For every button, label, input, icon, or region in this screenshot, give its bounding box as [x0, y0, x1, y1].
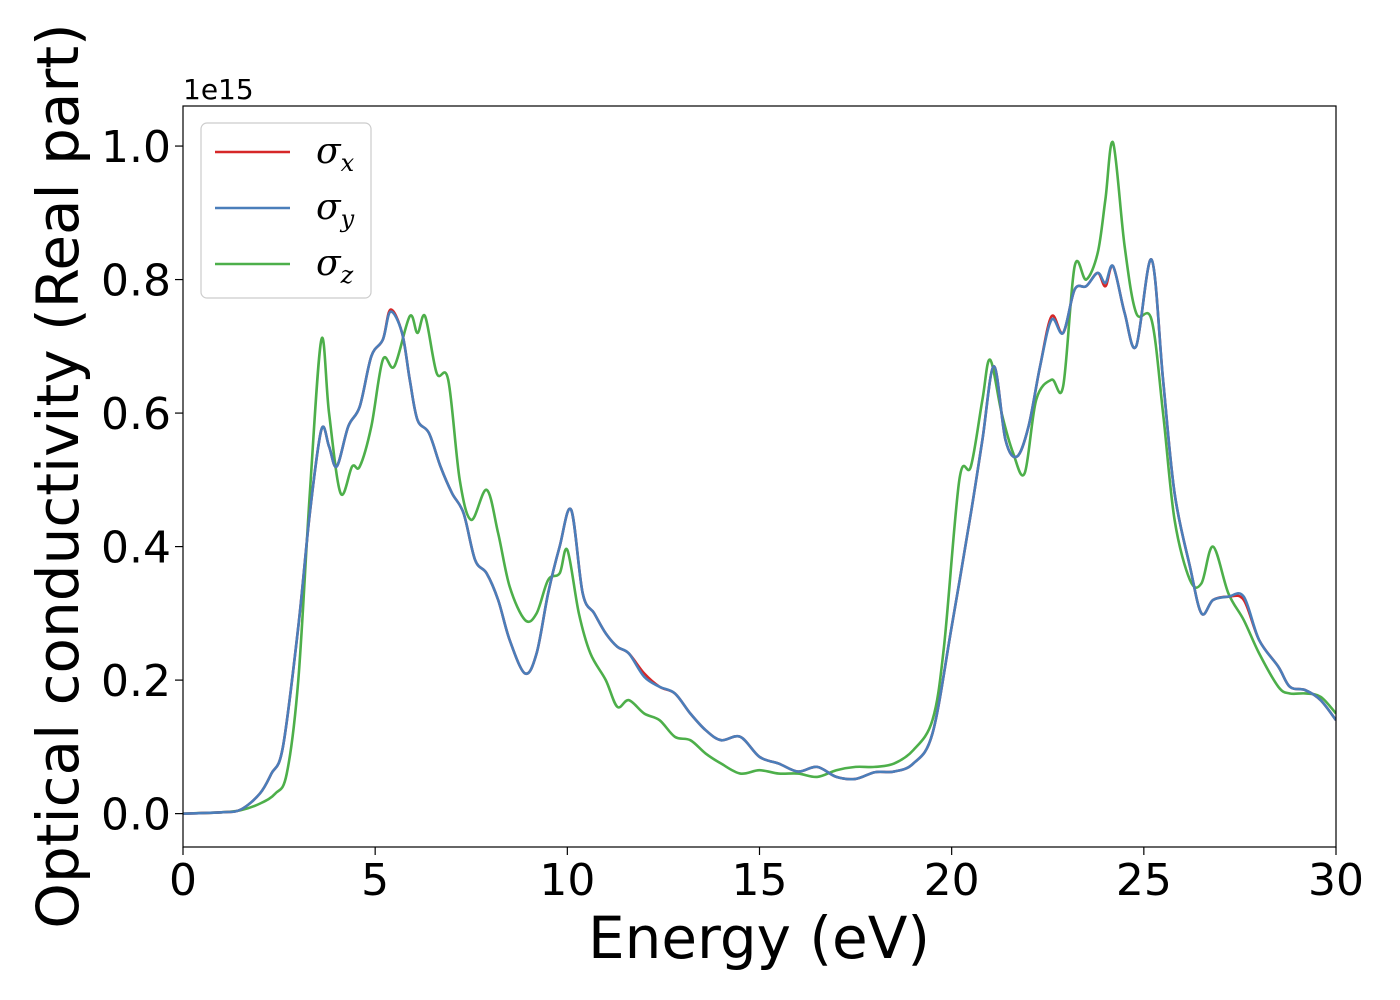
- series-line-y: [183, 258, 1336, 815]
- y-tick-label: 0.2: [101, 656, 171, 707]
- y-tick-label: 0.4: [101, 523, 171, 574]
- y-offset-label: 1e15: [183, 73, 254, 106]
- series-layer: [183, 140, 1336, 815]
- x-tick-label: 20: [924, 855, 980, 906]
- legend-box: [200, 122, 372, 299]
- x-tick-label: 10: [539, 855, 595, 906]
- series-line-x: [183, 258, 1336, 815]
- series-line-z: [183, 140, 1336, 815]
- x-axis-label: Energy (eV): [588, 904, 930, 972]
- y-axis-label: Optical conductivity (Real part): [24, 23, 92, 928]
- x-axis-ticks: 0 5 10 15 20 25 30: [169, 847, 1364, 906]
- y-axis-ticks: 0.0 0.2 0.4 0.6 0.8 1.0: [101, 122, 183, 841]
- x-tick-label: 30: [1308, 855, 1364, 906]
- y-tick-label: 0.0: [101, 790, 171, 841]
- x-tick-label: 5: [361, 855, 389, 906]
- x-tick-label: 25: [1116, 855, 1172, 906]
- x-tick-label: 0: [169, 855, 197, 906]
- y-tick-label: 0.8: [101, 256, 171, 307]
- y-tick-label: 0.6: [101, 389, 171, 440]
- y-tick-label: 1.0: [101, 122, 171, 173]
- x-tick-label: 15: [732, 855, 788, 906]
